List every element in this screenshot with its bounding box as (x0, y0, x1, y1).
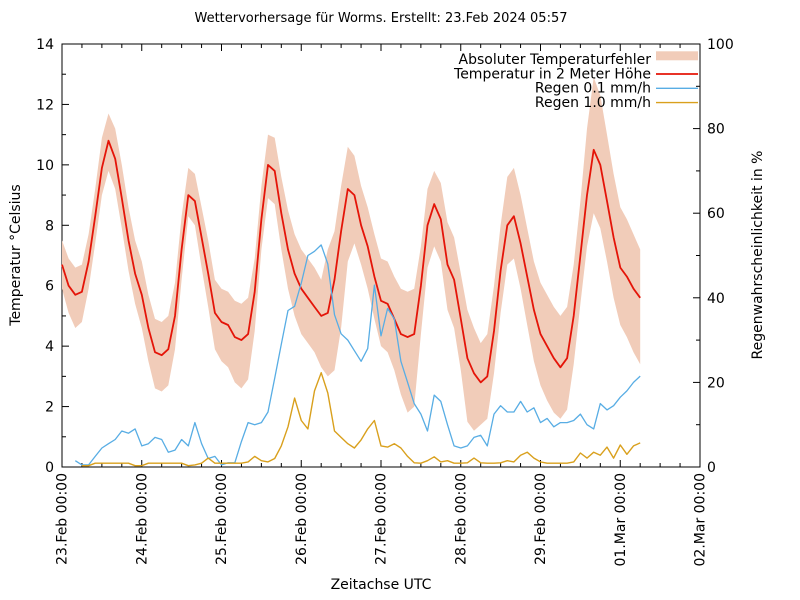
y-right-tick-label: 100 (707, 37, 734, 53)
legend-label-2: Regen 0.1 mm/h (535, 81, 651, 97)
tick-labels: 23.Feb 00:00 24.Feb 00:00 25.Feb 00:00 26.F… (36, 37, 734, 566)
x-tick-label: 25.Feb 00:00 (214, 473, 230, 565)
y-left-tick-label: 14 (36, 37, 54, 53)
x-tick-label: 29.Feb 00:00 (533, 473, 549, 565)
legend-swatch-band (656, 51, 698, 61)
y-left-tick-label: 6 (45, 279, 54, 295)
y-left-tick-label: 8 (45, 218, 54, 234)
y-left-tick-label: 0 (45, 460, 54, 476)
x-tick-label: 24.Feb 00:00 (134, 473, 150, 565)
legend-label-3: Regen 1.0 mm/h (535, 95, 651, 111)
y-left-tick-label: 4 (45, 339, 54, 355)
x-tick-label: 26.Feb 00:00 (294, 473, 310, 565)
plot-area: 23.Feb 00:00 24.Feb 00:00 25.Feb 00:00 26.F… (36, 37, 734, 566)
x-tick-label: 23.Feb 00:00 (55, 473, 71, 565)
y-right-tick-label: 60 (707, 206, 725, 222)
legend-label-0: Absoluter Temperaturfehler (459, 52, 652, 68)
chart-title: Wettervorhersage für Worms. Erstellt: 23… (194, 11, 567, 26)
y-right-tick-label: 20 (707, 375, 725, 391)
y-right-tick-label: 0 (707, 460, 716, 476)
x-tick-label: 28.Feb 00:00 (453, 473, 469, 565)
x-tick-label: 27.Feb 00:00 (374, 473, 390, 565)
y-right-axis-label: Regenwahrscheinlichkeit in % (750, 151, 766, 360)
y-right-tick-label: 80 (707, 122, 725, 138)
x-tick-label: 01.Mar 00:00 (613, 473, 629, 566)
series-line-3 (81, 372, 641, 467)
y-left-axis-label: Temperatur °Celsius (8, 184, 24, 326)
legend-label-1: Temperatur in 2 Meter Höhe (453, 66, 651, 82)
y-left-tick-label: 10 (36, 158, 54, 174)
x-axis-label: Zeitachse UTC (331, 577, 432, 593)
series-error-band (62, 77, 641, 431)
x-tick-label: 02.Mar 00:00 (693, 473, 709, 566)
series-line-2 (74, 244, 641, 466)
y-left-tick-label: 12 (36, 97, 54, 113)
y-left-tick-label: 2 (45, 400, 54, 416)
series-line-1 (61, 139, 641, 384)
y-right-tick-label: 40 (707, 291, 725, 307)
